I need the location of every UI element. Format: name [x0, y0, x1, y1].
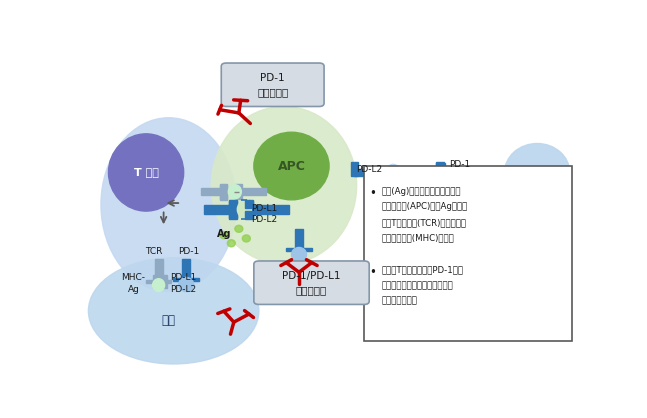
Ellipse shape — [109, 134, 184, 211]
Bar — [295, 229, 303, 250]
Bar — [229, 200, 237, 208]
Ellipse shape — [89, 258, 259, 364]
Text: PD-L1
PD-L2: PD-L1 PD-L2 — [171, 273, 197, 293]
Ellipse shape — [220, 232, 228, 239]
Ellipse shape — [254, 132, 329, 200]
Bar — [436, 175, 445, 181]
Text: 癌症: 癌症 — [162, 314, 175, 327]
Text: 原呈遞細胞(APC)可與Ag結合以: 原呈遞細胞(APC)可與Ag結合以 — [382, 202, 468, 212]
Text: TCR: TCR — [145, 247, 162, 256]
Text: MHC-
Ag: MHC- Ag — [122, 273, 146, 293]
Text: Treg: Treg — [523, 168, 551, 178]
Ellipse shape — [235, 225, 243, 232]
Bar — [146, 280, 171, 283]
Bar — [160, 275, 167, 288]
Bar — [173, 278, 199, 281]
Bar — [286, 248, 312, 251]
Text: PD-1: PD-1 — [450, 160, 470, 169]
Text: 調節性T細胞通過維持PD-1在其: 調節性T細胞通過維持PD-1在其 — [382, 266, 464, 275]
Bar — [351, 163, 358, 176]
Bar — [155, 259, 162, 281]
Ellipse shape — [101, 118, 236, 292]
Bar — [153, 275, 160, 288]
Ellipse shape — [179, 278, 193, 292]
Bar — [220, 194, 227, 200]
Text: PD-L1
PD-L2: PD-L1 PD-L2 — [251, 204, 277, 224]
Ellipse shape — [237, 201, 251, 218]
Text: PD-1
抗體抑制劑: PD-1 抗體抑制劑 — [257, 73, 289, 97]
Text: •: • — [369, 266, 376, 279]
Bar — [436, 161, 444, 175]
Bar — [249, 205, 289, 214]
Bar — [245, 201, 254, 218]
Text: •: • — [369, 187, 376, 200]
Ellipse shape — [228, 185, 241, 199]
Bar — [245, 200, 254, 208]
FancyBboxPatch shape — [221, 63, 324, 107]
Bar — [245, 211, 254, 219]
Bar — [201, 188, 224, 195]
Bar — [204, 205, 234, 214]
Ellipse shape — [386, 164, 400, 181]
Bar — [436, 163, 445, 170]
Ellipse shape — [227, 240, 236, 247]
Text: PD-1: PD-1 — [178, 247, 199, 256]
Bar — [236, 184, 243, 191]
Bar — [229, 211, 237, 219]
Bar — [239, 188, 267, 195]
Bar — [398, 169, 441, 176]
Bar — [236, 192, 243, 199]
FancyBboxPatch shape — [254, 261, 369, 304]
Ellipse shape — [243, 235, 250, 242]
Text: APC: APC — [278, 160, 305, 173]
Ellipse shape — [211, 107, 356, 264]
Text: 制性腫瘤環境。: 制性腫瘤環境。 — [382, 297, 417, 306]
Bar — [364, 166, 573, 342]
Bar — [229, 201, 237, 218]
Bar — [354, 169, 389, 176]
Ellipse shape — [153, 279, 164, 292]
Text: 抗原(Ag)能夠刺激免疫反應。抗: 抗原(Ag)能夠刺激免疫反應。抗 — [382, 187, 461, 196]
Bar — [182, 259, 190, 280]
Ellipse shape — [505, 143, 570, 201]
Text: 相容性複合物(MHC)結合。: 相容性複合物(MHC)結合。 — [382, 233, 454, 242]
Text: Ag: Ag — [217, 229, 231, 239]
Text: 表面上的表達而產生高度免疫抑: 表面上的表達而產生高度免疫抑 — [382, 281, 454, 290]
Ellipse shape — [292, 247, 307, 262]
Bar — [220, 184, 227, 190]
Text: PD-L2: PD-L2 — [356, 165, 382, 174]
Text: 激活T細胞受體(TCR)和主要組織: 激活T細胞受體(TCR)和主要組織 — [382, 218, 466, 227]
Bar — [220, 185, 227, 199]
Text: PD-1/PD-L1
抗體抑制劑: PD-1/PD-L1 抗體抑制劑 — [282, 271, 341, 295]
Text: T 細胞: T 細胞 — [134, 168, 159, 178]
